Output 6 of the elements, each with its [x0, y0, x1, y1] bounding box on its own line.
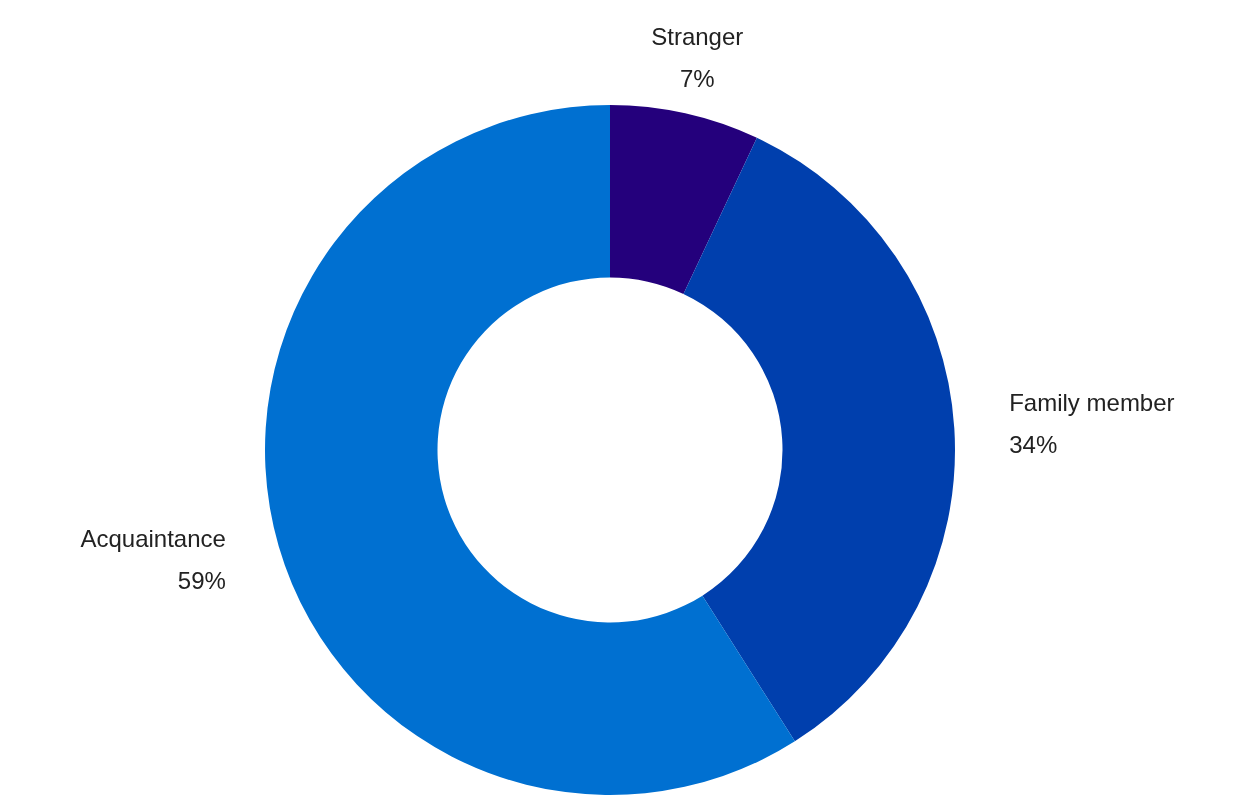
data-label: 34% [1009, 430, 1058, 458]
slice-label: Acquaintance [80, 525, 226, 553]
slice-label: Stranger [651, 23, 744, 51]
data-label: 7% [679, 65, 715, 93]
slice-label: Family member [1009, 388, 1175, 416]
data-label: 59% [177, 567, 226, 595]
